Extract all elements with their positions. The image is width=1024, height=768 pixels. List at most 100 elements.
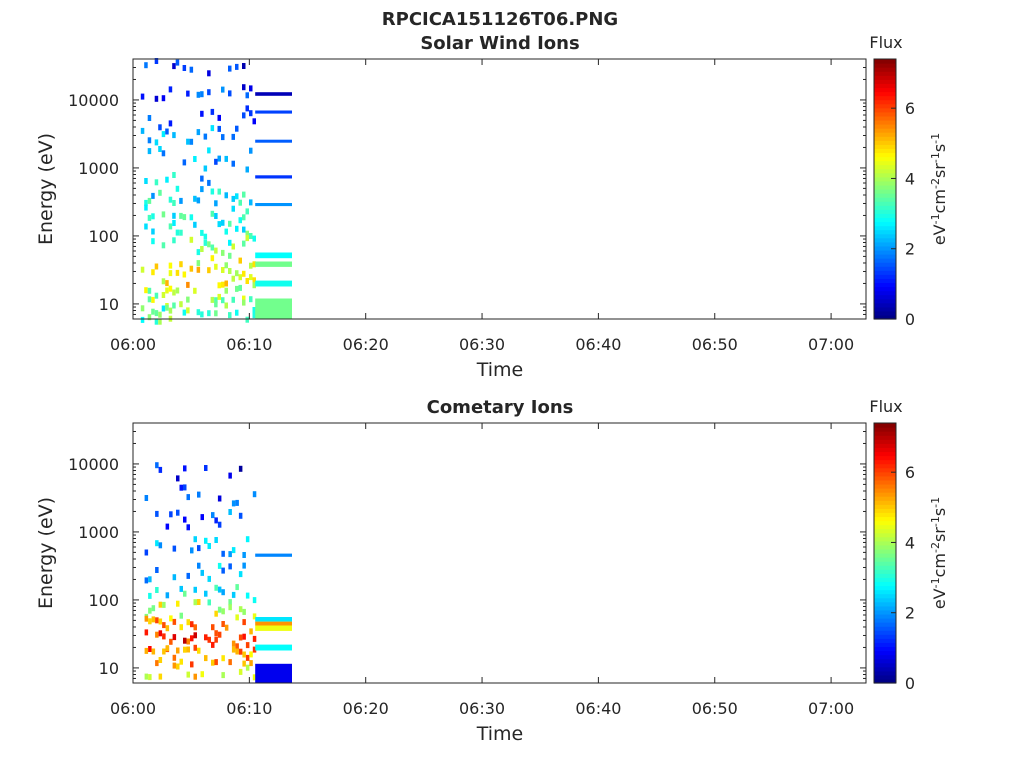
flux-cell	[144, 647, 149, 654]
flux-cell	[193, 287, 197, 294]
flux-cell	[211, 624, 215, 631]
flux-cell	[228, 599, 232, 606]
colorbar-segment	[874, 193, 896, 198]
flux-cell	[221, 249, 225, 256]
flux-cell	[249, 110, 253, 117]
flux-cell	[148, 607, 152, 614]
flux-cell	[151, 605, 156, 612]
flux-cell	[235, 614, 239, 621]
x-tick-label: 06:50	[692, 335, 738, 354]
flux-cell	[242, 295, 246, 302]
flux-cell	[217, 495, 222, 502]
colorbar-segment	[874, 459, 896, 465]
flux-cell	[172, 172, 176, 178]
flux-cell	[242, 608, 246, 615]
flux-cell	[224, 280, 228, 287]
flux-cell	[179, 197, 183, 204]
colorbar-segment	[874, 249, 896, 255]
flux-cell	[144, 673, 149, 680]
flux-cell	[189, 66, 194, 73]
flux-cell	[155, 631, 159, 638]
flux-cell	[179, 585, 183, 592]
flux-cell	[158, 124, 162, 131]
colorbar-segment	[874, 278, 896, 284]
colorbar-segment	[874, 254, 896, 259]
flux-cell	[183, 646, 187, 653]
flux-cell	[217, 125, 221, 132]
colorbar-segment	[874, 245, 896, 251]
flux-cell	[203, 239, 208, 246]
flux-cell	[242, 214, 246, 221]
flux-cell	[186, 671, 190, 678]
flux-cell	[168, 86, 173, 93]
y-tick-label: 1000	[78, 159, 119, 178]
flux-cell	[217, 606, 222, 613]
flux-cell	[182, 65, 187, 71]
flux-cell	[158, 311, 162, 318]
flux-cell	[231, 296, 235, 303]
flux-cell	[200, 569, 204, 576]
flux-cell	[210, 244, 215, 251]
flux-cell	[168, 223, 173, 230]
colorbar-segment	[874, 630, 896, 635]
flux-cell	[148, 674, 152, 681]
flux-cell	[161, 150, 166, 157]
flux-cell	[193, 644, 197, 651]
colorbar-segment	[874, 618, 896, 623]
flux-cell	[200, 311, 204, 318]
colorbar-segment	[874, 662, 896, 668]
colorbar-segment	[874, 241, 896, 247]
flux-cell	[217, 562, 222, 569]
colorbar-segment	[874, 451, 896, 457]
flux-cell	[154, 139, 159, 146]
colorbar-segment	[874, 654, 896, 660]
flux-cell	[228, 312, 232, 319]
spectrogram-cells	[144, 462, 257, 681]
flux-cell	[231, 591, 236, 598]
flux-cell	[217, 586, 222, 593]
flux-cell	[228, 239, 232, 246]
colorbar-segment	[874, 103, 896, 109]
colorbar-segment	[874, 678, 896, 684]
colorbar-frame	[873, 58, 897, 320]
colorbar-segment	[874, 435, 896, 440]
panel-1: Solar Wind Ions 06:00 06:10 06:20 06:30 06:40…	[35, 33, 949, 381]
flux-cell	[165, 287, 169, 294]
y-tick-label: 1000	[78, 523, 119, 542]
flux-cell	[211, 659, 215, 666]
flux-cell	[252, 312, 256, 319]
flux-cell	[207, 310, 211, 317]
flux-cell	[242, 660, 246, 667]
colorbar-segment	[874, 63, 896, 68]
flux-cell	[172, 302, 176, 309]
colorbar-segment	[874, 589, 896, 595]
flux-cell	[189, 214, 194, 221]
flux-band	[255, 617, 292, 622]
flux-cell	[221, 608, 225, 615]
flux-cell	[168, 196, 173, 203]
colorbar-segment	[874, 124, 896, 129]
flux-cell	[207, 267, 211, 274]
colorbar-segment	[874, 67, 896, 72]
colorbar-segment	[874, 528, 896, 534]
flux-cell	[214, 297, 218, 304]
flux-cell	[161, 242, 166, 249]
colorbar-segment	[874, 569, 896, 574]
colorbar-tick-label: 2	[905, 604, 915, 623]
colorbar-segment	[874, 184, 896, 190]
flux-cell	[242, 619, 246, 626]
flux-cell	[245, 92, 249, 99]
flux-cell	[168, 307, 173, 314]
flux-cell	[147, 137, 152, 144]
y-axis-label: Energy (eV)	[35, 133, 57, 245]
flux-cell	[151, 192, 155, 199]
flux-cell	[176, 663, 180, 670]
flux-cell	[169, 615, 173, 622]
flux-cell	[203, 165, 208, 172]
plot-frame	[132, 422, 867, 684]
flux-cell	[151, 213, 155, 220]
colorbar-segment	[874, 209, 896, 214]
colorbar-segment	[874, 581, 896, 587]
flux-cell	[183, 465, 187, 472]
flux-cell	[211, 512, 215, 519]
